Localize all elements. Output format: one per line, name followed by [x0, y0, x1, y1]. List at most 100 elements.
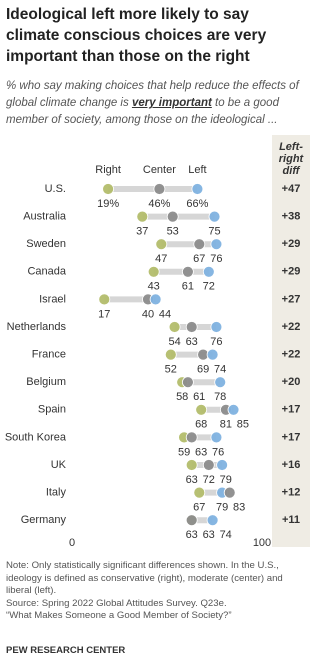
value-label: 76 [210, 253, 222, 265]
category-label: Italy [46, 487, 67, 499]
value-label: 76 [212, 446, 224, 458]
diff-label: +29 [282, 238, 301, 250]
dot [210, 321, 223, 333]
dot [223, 486, 236, 499]
value-label: 69 [197, 364, 209, 376]
value-label: 37 [136, 226, 148, 238]
value-label: 17 [98, 308, 110, 320]
diff-label: +11 [282, 514, 300, 526]
dot [155, 238, 168, 251]
category-label: France [32, 349, 66, 361]
value-label: 61 [193, 391, 205, 403]
legend-label: Center [143, 164, 176, 176]
category-label: Netherlands [7, 321, 67, 333]
dot [191, 183, 204, 195]
dot [181, 265, 194, 278]
diff-label: +47 [282, 183, 301, 195]
dot [216, 459, 229, 471]
dot [168, 321, 181, 333]
value-label: 81 [220, 419, 232, 431]
dot [166, 210, 179, 223]
diff-label: +29 [282, 266, 301, 278]
value-label: 44 [159, 308, 171, 320]
category-label: South Korea [5, 431, 67, 443]
dot [185, 459, 198, 471]
diff-label: +12 [282, 487, 301, 499]
dot [102, 183, 114, 195]
value-label: 72 [203, 474, 215, 486]
value-label: 63 [186, 474, 198, 486]
report: “What Makes Someone a Good Member of Soc… [6, 610, 232, 621]
dot [164, 348, 177, 361]
diff-label: +17 [282, 431, 301, 443]
value-label: 79 [220, 474, 232, 486]
diff-label: +16 [282, 459, 301, 471]
dot [210, 238, 223, 251]
subtitle-emphasis: very important [131, 97, 212, 109]
diff-label: +17 [282, 404, 301, 416]
dot [208, 210, 221, 223]
dot [185, 321, 198, 333]
dot [185, 431, 198, 444]
subtitle-text: to be a good member of society, among th… [6, 97, 279, 126]
value-label: 53 [167, 226, 179, 238]
chart: Left-right diff 0 100 Right Center Left U.S. 19%… [5, 135, 310, 549]
value-label: 72 [203, 281, 215, 293]
dot [210, 431, 223, 444]
dot [206, 514, 219, 527]
value-label: 59 [178, 446, 190, 458]
note: Note: Only statistically significant dif… [6, 560, 283, 596]
value-label: 58 [176, 391, 188, 403]
value-label: 47 [155, 253, 167, 265]
value-label: 78 [214, 391, 226, 403]
value-label: 63 [195, 446, 207, 458]
value-label: 68 [195, 419, 207, 431]
category-label: Australia [23, 211, 67, 223]
diff-background [272, 135, 310, 547]
category-label: Sweden [26, 238, 66, 250]
x-tick-label: 0 [69, 537, 75, 549]
dot [193, 238, 206, 251]
category-label: Spain [38, 404, 66, 416]
value-label: 46% [148, 198, 170, 210]
dot [185, 514, 198, 527]
diff-label: +20 [282, 376, 301, 388]
subtitle-text: % who say making choices that help reduc… [6, 80, 299, 109]
value-label: 63 [203, 529, 215, 541]
source: Source: Spring 2022 Global Attitudes Sur… [6, 597, 227, 609]
value-label: 75 [208, 226, 220, 238]
value-label: 63 [186, 529, 198, 541]
dot [153, 183, 166, 195]
footer: PEW RESEARCH CENTER [6, 645, 126, 656]
category-label: U.S. [45, 183, 66, 195]
value-label: 74 [220, 529, 232, 541]
dot [136, 210, 149, 223]
value-label: 76 [210, 336, 222, 348]
dot [202, 459, 215, 471]
x-tick-label: 100 [253, 537, 271, 549]
subtitle: % who say making choices that help reduc… [6, 78, 304, 129]
dot [206, 348, 219, 361]
value-label: 63 [186, 336, 198, 348]
value-label: 74 [214, 364, 226, 376]
value-label: 61 [182, 281, 194, 293]
dot [181, 376, 194, 389]
value-label: 67 [193, 253, 205, 265]
value-label: 43 [148, 281, 160, 293]
value-label: 54 [168, 336, 180, 348]
dot [214, 376, 227, 389]
dot [202, 265, 215, 278]
notes: Note: Only statistically significant dif… [6, 560, 304, 623]
dot [147, 265, 160, 278]
value-label: 67 [193, 502, 205, 514]
value-label: 66% [186, 198, 208, 210]
page: Ideological left more likely to say clim… [4, 6, 310, 656]
diff-header: Left-right diff [279, 141, 305, 177]
diff-label: +22 [282, 321, 301, 333]
value-label: 40 [142, 308, 154, 320]
dot [98, 293, 111, 306]
diff-label: +38 [282, 211, 301, 223]
dot [195, 403, 208, 416]
category-label: Israel [39, 293, 66, 305]
legend-label: Left [188, 164, 206, 176]
